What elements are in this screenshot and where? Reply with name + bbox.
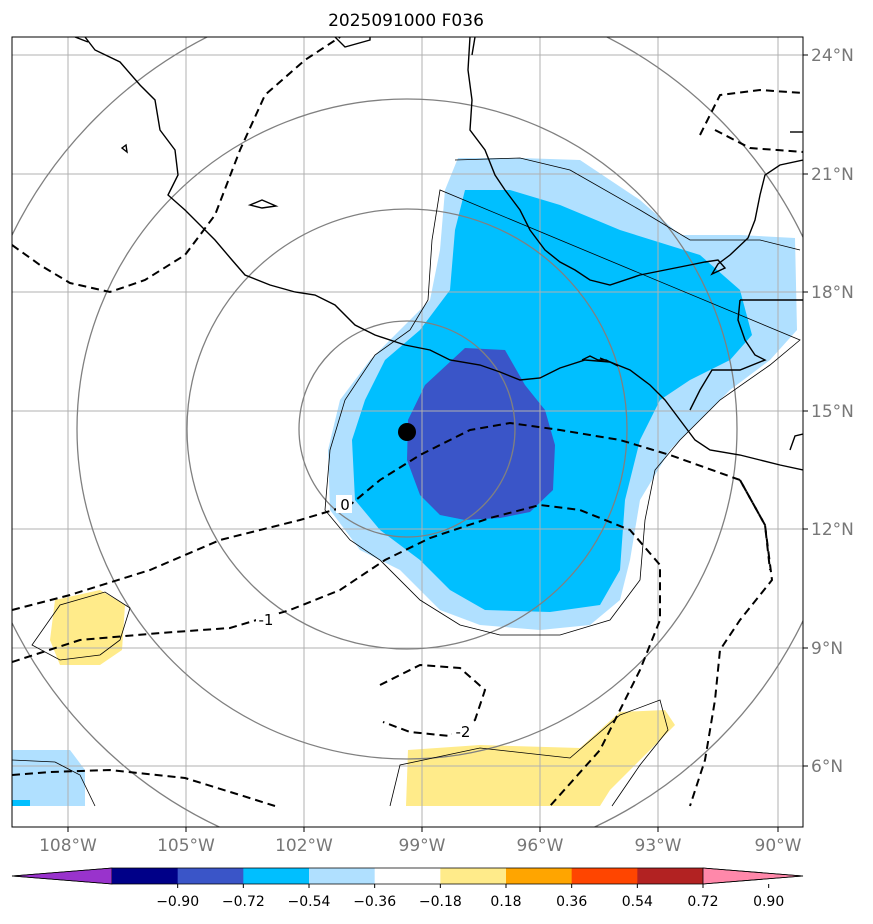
colorbar-swatch [506, 868, 573, 884]
anomaly-shading-mid-blue-sw [12, 800, 30, 806]
colorbar-tick-label: 0.18 [490, 894, 521, 910]
contour-0 [12, 421, 771, 611]
lon-label: 90°W [755, 836, 802, 856]
axis-ticks [67, 54, 808, 832]
coastlines [74, 37, 803, 471]
lon-label: 93°W [635, 836, 682, 856]
colorbar-swatch [571, 868, 638, 884]
colorbar: −0.90 −0.72 −0.54 −0.36 −0.18 0.18 0.36 0.54 0.7… [11, 867, 804, 910]
colorbar-outline [11, 867, 804, 885]
range-rings [12, 37, 803, 827]
lat-label: 6°N [811, 757, 843, 777]
thin-contour-outline-sw [12, 759, 96, 807]
colorbar-tick-label: 0.90 [753, 894, 784, 910]
colorbar-tick-label: −0.90 [156, 894, 199, 910]
dashed-contours [12, 37, 803, 807]
lon-label: 105°W [157, 836, 215, 856]
colorbar-tick-label: 0.54 [622, 894, 653, 910]
thin-contour-outline-south [389, 699, 669, 807]
anomaly-shading-light-blue-sw [12, 750, 85, 806]
colorbar-swatch [637, 868, 704, 884]
contour-label: 0 [340, 496, 350, 514]
lat-label: 12°N [811, 520, 854, 540]
contour-labels: 0 -1 -2 [256, 495, 474, 741]
colorbar-tick-label: −0.18 [419, 894, 462, 910]
colorbar-tick-label: 0.36 [556, 894, 587, 910]
lon-label: 102°W [275, 836, 333, 856]
anomaly-shading-dark-blue [407, 348, 555, 520]
colorbar-swatch [177, 868, 244, 884]
contour-northeast [699, 88, 803, 153]
colorbar-tick-label: −0.36 [353, 894, 396, 910]
lat-label: 24°N [811, 46, 854, 66]
lon-label: 108°W [39, 836, 97, 856]
latitude-labels: 24°N 21°N 18°N 15°N 12°N 9°N 6°N [811, 46, 854, 777]
contour-southwest [12, 768, 276, 807]
contour-minus-2 [379, 663, 487, 738]
map-frame [11, 36, 804, 828]
colorbar-tick-label: 0.72 [687, 894, 718, 910]
colorbar-swatch [309, 868, 376, 884]
colorbar-swatch [243, 868, 310, 884]
colorbar-extend-high [702, 867, 804, 885]
map-area: 0 -1 -2 [12, 37, 803, 827]
map-title: 2025091000 F036 [328, 11, 484, 31]
contour-label: -2 [456, 723, 471, 741]
colorbar-swatch [440, 868, 507, 884]
storm-center-marker [398, 423, 416, 441]
lon-label: 96°W [517, 836, 564, 856]
thin-contour-outline [324, 157, 801, 636]
colorbar-swatch [374, 868, 441, 884]
lat-label: 15°N [811, 402, 854, 422]
contour-east [689, 479, 774, 807]
lat-label: 18°N [811, 283, 854, 303]
anomaly-shading-yellow-west [50, 590, 125, 665]
colorbar-tick-label: −0.54 [288, 894, 331, 910]
lon-label: 99°W [399, 836, 446, 856]
colorbar-tick-label: −0.72 [222, 894, 265, 910]
graticule [12, 37, 803, 827]
contour-0-northwest [12, 37, 341, 294]
lat-label: 21°N [811, 165, 854, 185]
longitude-labels: 108°W 105°W 102°W 99°W 96°W 93°W 90°W [39, 836, 802, 856]
colorbar-swatch [112, 868, 179, 884]
colorbar-extend-low [11, 867, 113, 885]
contour-label: -1 [259, 611, 274, 629]
contour-minus-1 [12, 503, 661, 807]
thin-contour-outline-west [31, 591, 131, 661]
lat-label: 9°N [811, 639, 843, 659]
